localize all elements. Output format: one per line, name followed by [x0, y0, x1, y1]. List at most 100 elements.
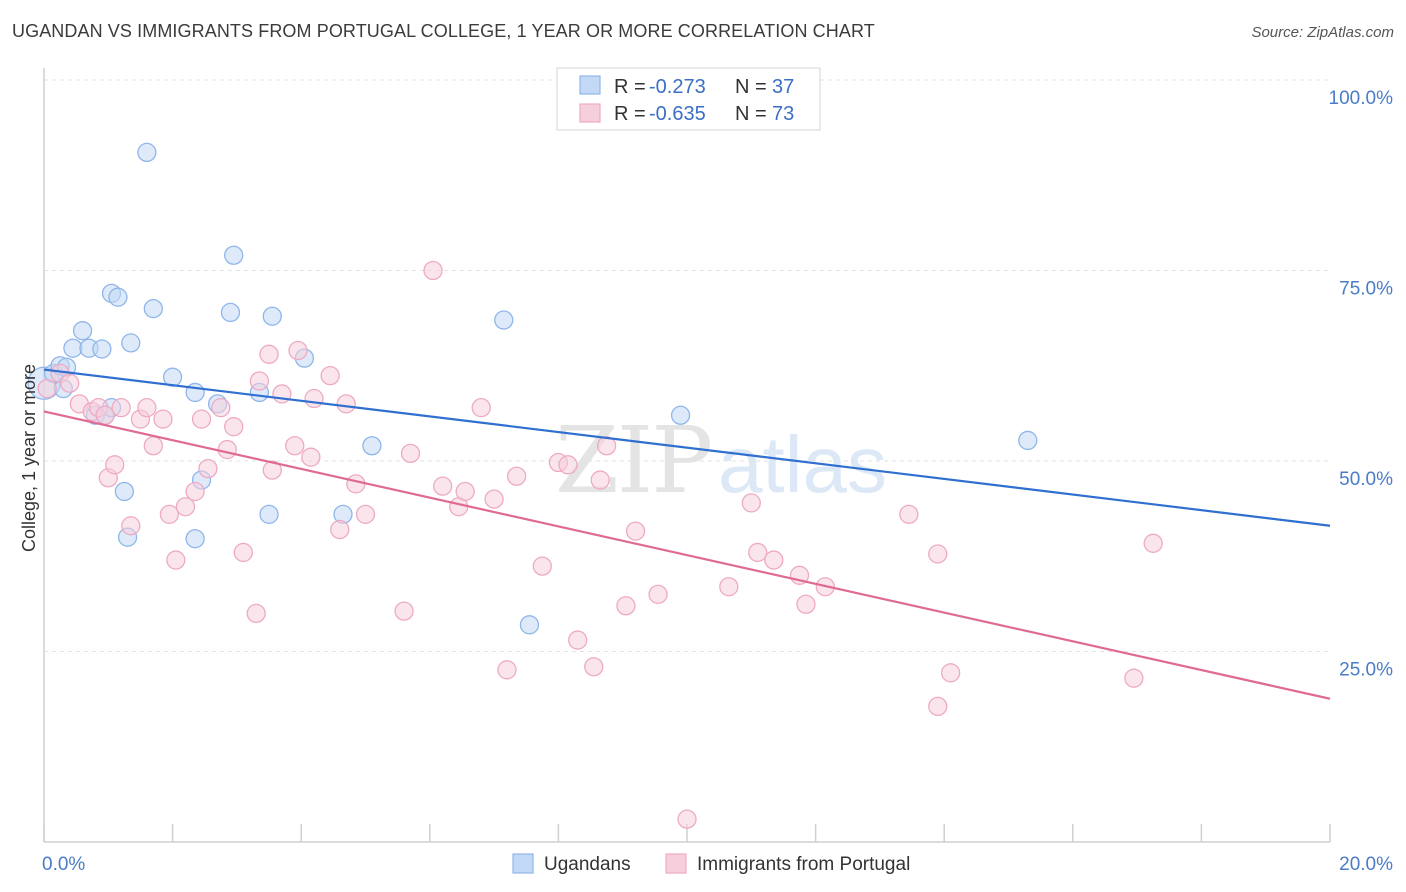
legend-n-label-ugandans: N = [735, 76, 767, 98]
point-portugal [506, 466, 527, 486]
point-portugal [191, 409, 212, 429]
point-portugal [60, 373, 80, 393]
point-portugal [355, 504, 376, 524]
point-portugal [796, 594, 816, 614]
point-portugal [95, 405, 115, 425]
y-tick-label-0: 25.0% [1339, 660, 1393, 681]
point-portugal [304, 388, 324, 409]
point-ugandans [72, 321, 93, 341]
y-tick-label-2: 75.0% [1339, 279, 1393, 300]
point-portugal [143, 436, 163, 456]
trend-lines [43, 368, 1331, 700]
point-portugal [590, 470, 610, 490]
point-portugal [433, 476, 453, 496]
legend-swatch-ugandans [579, 75, 601, 95]
chart-title: UGANDAN VS IMMIGRANTS FROM PORTUGAL COLL… [12, 21, 875, 41]
bottom-legend-swatch-ugandans [512, 853, 534, 874]
series-legend: Ugandans Immigrants from Portugal [512, 853, 910, 875]
point-portugal [249, 371, 270, 391]
legend-n-value-ugandans: 37 [772, 76, 794, 98]
point-portugal [928, 696, 948, 717]
point-portugal [1124, 668, 1144, 688]
point-portugal [400, 443, 421, 464]
point-portugal [568, 630, 588, 650]
point-ugandans [143, 298, 163, 319]
point-portugal [584, 657, 604, 677]
point-portugal [625, 521, 646, 541]
y-tick-labels: 25.0% 50.0% 75.0% 100.0% [1329, 88, 1394, 681]
point-portugal [748, 542, 768, 563]
watermark-atlas: atlas [718, 420, 887, 509]
point-ugandans [224, 245, 244, 265]
watermark: ZIP atlas [555, 407, 887, 514]
axes [43, 68, 1331, 843]
point-portugal [394, 601, 414, 621]
data-points [27, 142, 1163, 829]
point-ugandans [63, 338, 83, 358]
point-portugal [301, 447, 321, 467]
point-portugal [121, 516, 141, 536]
point-portugal [899, 504, 919, 524]
point-portugal [288, 340, 308, 361]
point-portugal [677, 809, 697, 829]
point-portugal [741, 493, 761, 513]
point-portugal [596, 436, 617, 456]
point-portugal [719, 577, 739, 597]
point-ugandans [137, 142, 157, 163]
source-label: Source: ZipAtlas.com [1251, 24, 1394, 41]
point-portugal [928, 544, 948, 564]
point-portugal [198, 458, 218, 479]
trend-line-ugandans [43, 368, 1331, 527]
point-ugandans [92, 339, 112, 359]
point-ugandans [670, 405, 691, 425]
point-portugal [37, 378, 57, 399]
point-portugal [346, 474, 366, 494]
point-ugandans [185, 529, 205, 549]
point-portugal [1143, 533, 1163, 553]
point-portugal [224, 417, 244, 437]
legend-n-value-portugal: 73 [772, 103, 794, 125]
point-portugal [484, 489, 504, 509]
watermark-zip: ZIP [555, 407, 711, 514]
point-portugal [259, 344, 279, 364]
point-portugal [616, 596, 636, 616]
point-portugal [532, 556, 552, 576]
point-portugal [233, 542, 253, 563]
legend-r-value-ugandans: -0.273 [649, 76, 706, 98]
point-portugal [330, 519, 350, 540]
bottom-legend-label-portugal: Immigrants from Portugal [697, 854, 910, 875]
point-ugandans [259, 504, 279, 524]
point-ugandans [519, 615, 540, 635]
point-portugal [423, 260, 443, 281]
legend-r-value-portugal: -0.635 [649, 103, 706, 125]
point-portugal [497, 660, 517, 680]
gridlines [44, 79, 1330, 652]
point-portugal [137, 398, 157, 418]
point-ugandans [121, 333, 141, 353]
legend-n-label-portugal: N = [735, 103, 767, 125]
point-portugal [285, 436, 305, 456]
y-tick-label-3: 100.0% [1329, 88, 1394, 109]
stats-legend-box [556, 67, 821, 131]
point-ugandans [494, 310, 514, 330]
legend-r-label-ugandans: R = [614, 76, 646, 98]
point-ugandans [362, 436, 382, 456]
x-tick-label-1: 20.0% [1339, 854, 1393, 875]
point-portugal [262, 460, 282, 480]
point-portugal [320, 366, 340, 386]
point-portugal [217, 439, 237, 460]
point-portugal [159, 504, 180, 524]
point-portugal [105, 455, 125, 475]
point-ugandans [262, 306, 282, 326]
point-portugal [471, 398, 491, 418]
point-portugal [558, 455, 578, 475]
point-portugal [764, 550, 784, 570]
point-ugandans [220, 302, 241, 323]
bottom-legend-label-ugandans: Ugandans [544, 854, 631, 875]
point-ugandans [108, 287, 128, 307]
trend-line-portugal [43, 410, 1331, 700]
legend-swatch-portugal [579, 103, 601, 123]
y-axis-label: College, 1 year or more [19, 364, 39, 552]
bottom-legend-swatch-portugal [665, 853, 687, 874]
